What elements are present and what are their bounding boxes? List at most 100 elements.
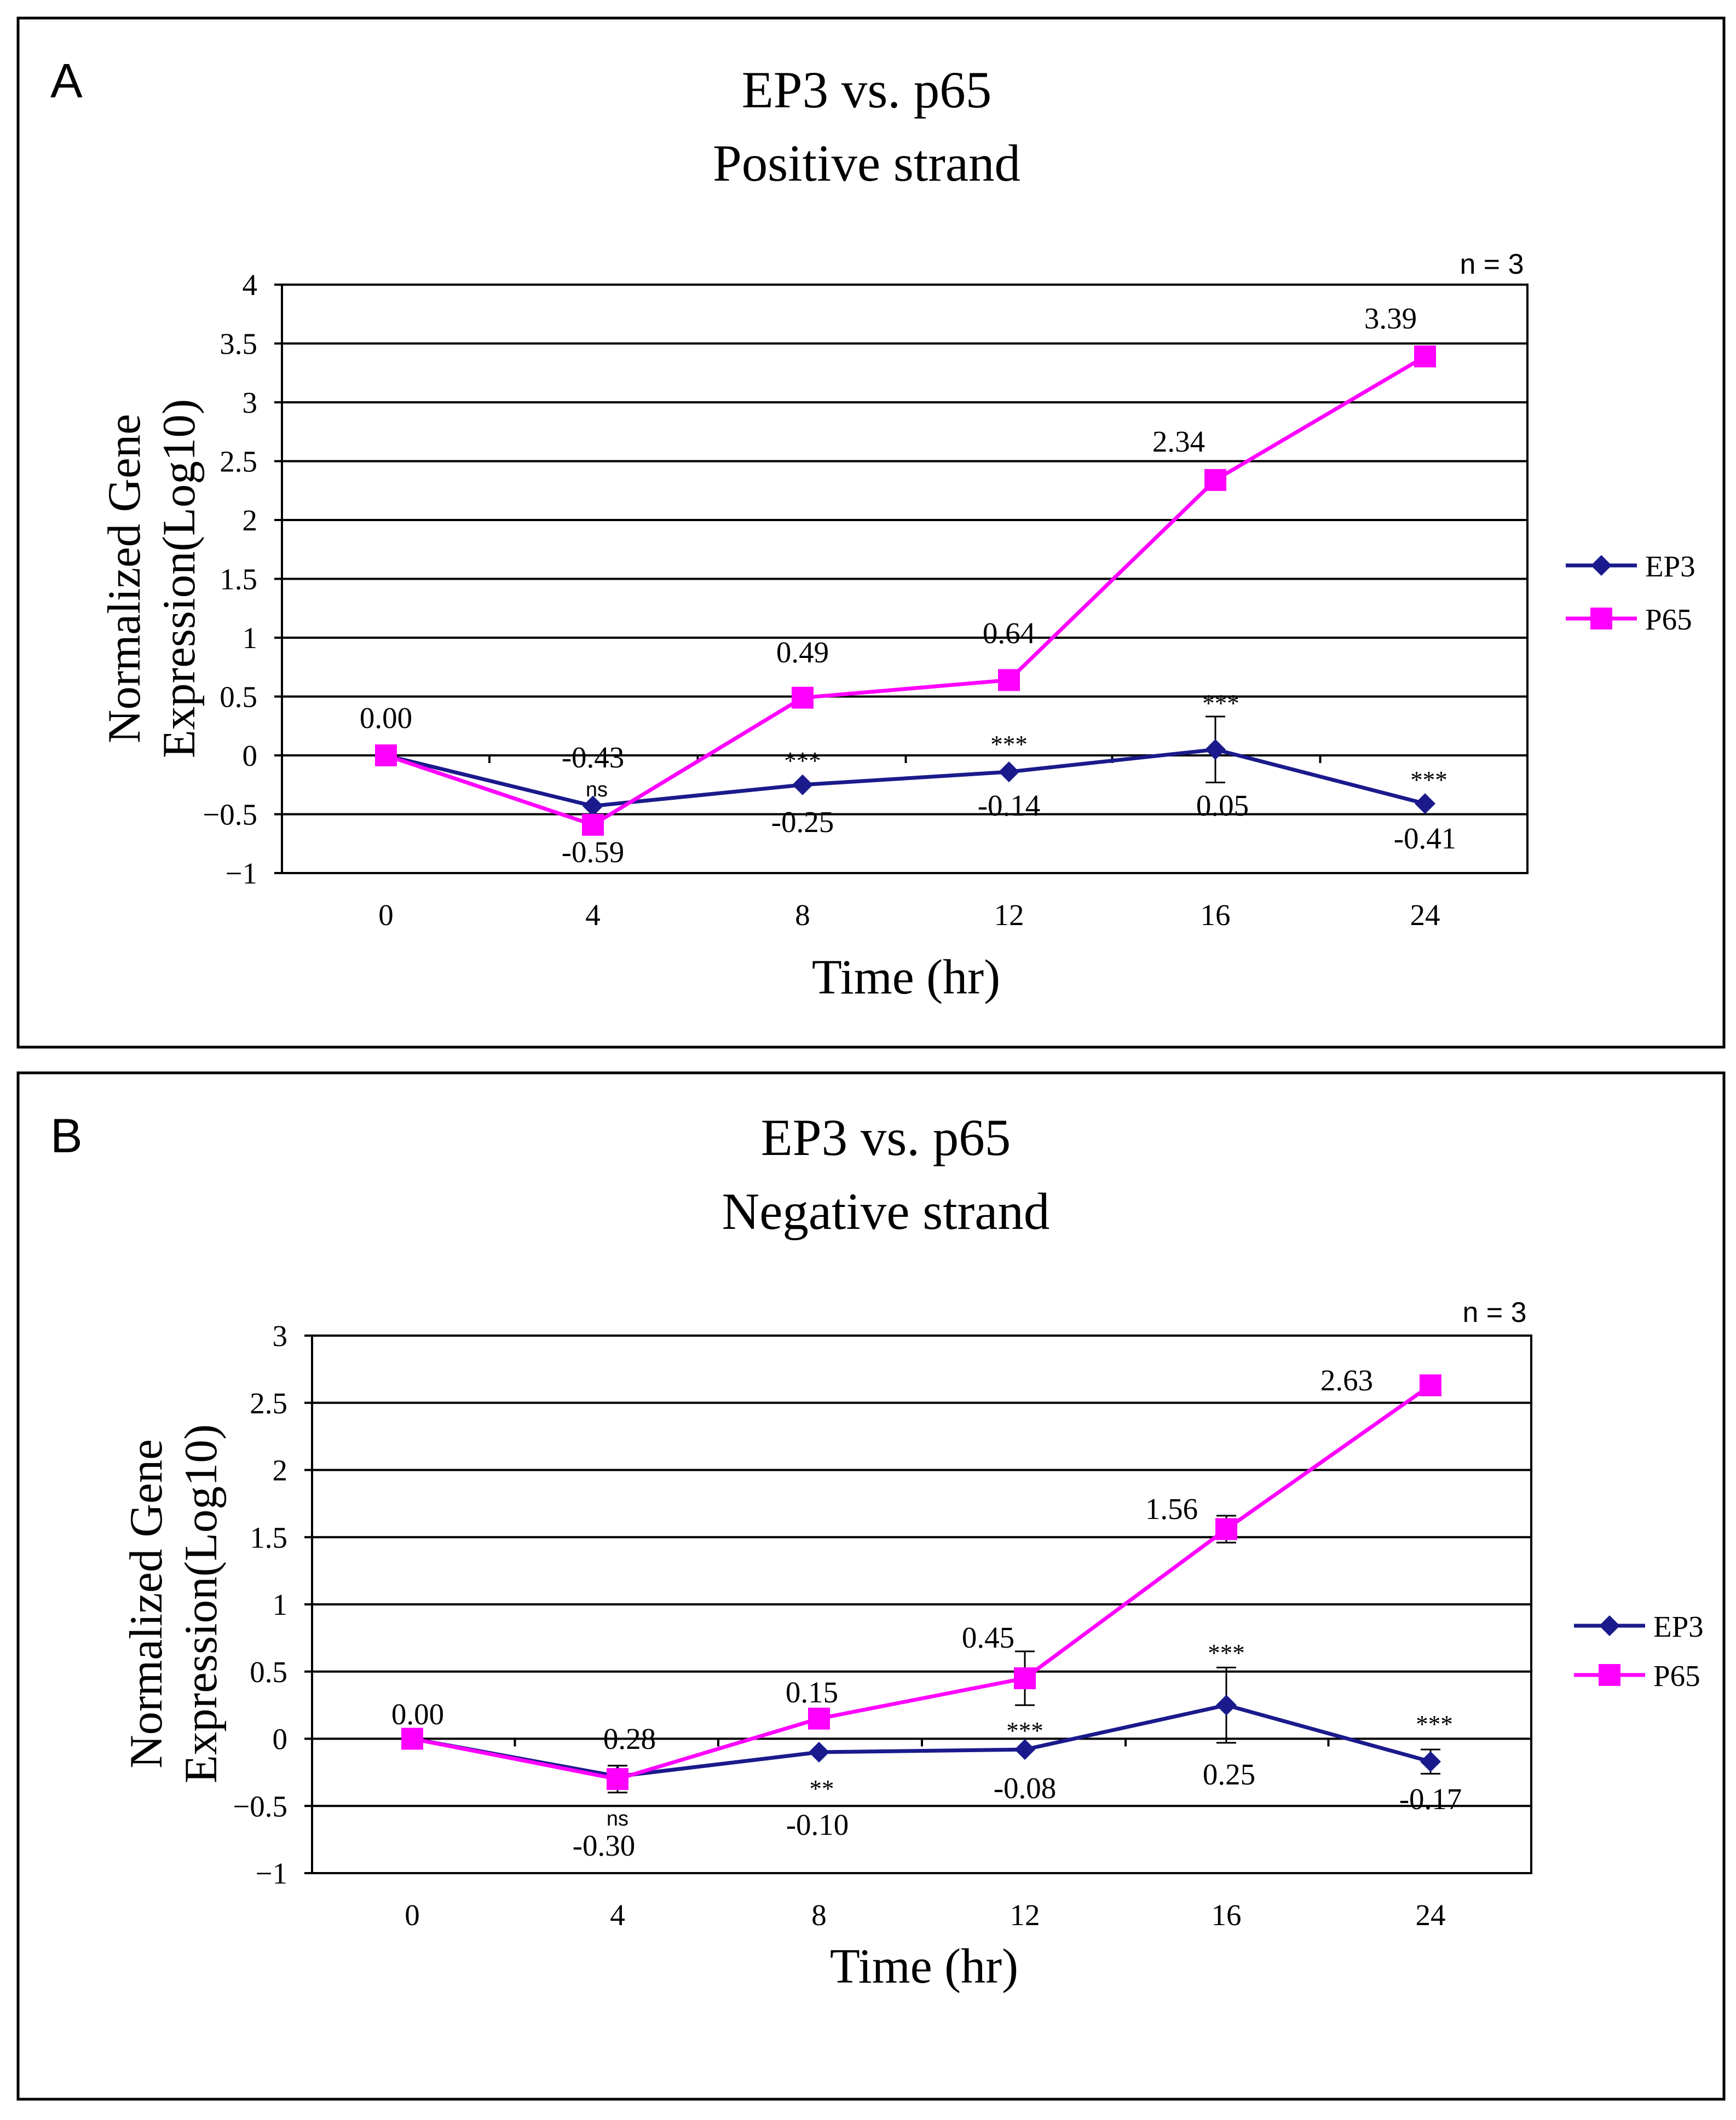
p65-marker	[375, 744, 397, 766]
x-tick-label: 0	[378, 898, 394, 932]
p65-marker	[792, 686, 814, 709]
p65-value-label: -0.30	[573, 1829, 636, 1862]
legend-ep3-label: EP3	[1645, 550, 1695, 583]
y-tick-label: 1.5	[220, 563, 257, 596]
plot-frame	[281, 284, 1529, 874]
x-tick-label: 8	[795, 898, 810, 932]
p65-marker	[1204, 469, 1226, 491]
y-axis-title: Normalized GeneExpression(Log10)	[99, 399, 205, 758]
legend-p65-marker	[1590, 608, 1612, 629]
x-tick-label: 16	[1212, 1898, 1242, 1932]
y-tick-label: −0.5	[233, 1789, 287, 1823]
p65-marker	[1414, 345, 1436, 368]
y-axis-title-line: Normalized Gene	[99, 414, 150, 743]
ep3-value-label: -0.14	[978, 789, 1041, 822]
p65-value-label: 0.64	[983, 616, 1035, 650]
ep3-value-label: 0.25	[1203, 1758, 1255, 1791]
significance-label: ***	[1410, 766, 1447, 794]
panel-b-label: B	[50, 1108, 83, 1163]
ep3-marker	[582, 795, 603, 817]
y-tick-label: −0.5	[203, 798, 257, 831]
y-tick-label: 3	[243, 386, 258, 419]
significance-label: ***	[1208, 1639, 1245, 1667]
sample-size-note: n = 3	[1462, 1297, 1526, 1328]
x-tick-label: 8	[811, 1898, 827, 1932]
significance-label: ***	[990, 731, 1028, 758]
y-tick-label: 0	[273, 1723, 288, 1756]
significance-label: **	[810, 1775, 834, 1803]
significance-label: ns	[586, 778, 608, 801]
ep3-marker	[792, 774, 813, 795]
y-tick-label: 0.5	[220, 680, 257, 714]
p65-marker	[1420, 1374, 1441, 1396]
x-tick-label: 4	[585, 898, 601, 932]
p65-value-label: 0.49	[776, 636, 829, 669]
p65-value-label: 3.39	[1364, 302, 1417, 335]
ep3-value-label: -0.10	[786, 1808, 849, 1841]
x-axis-title: Time (hr)	[830, 1939, 1018, 1994]
ep3-value-label: -0.08	[994, 1771, 1057, 1805]
x-tick-label: 24	[1410, 898, 1440, 932]
y-tick-label: −1	[255, 1857, 287, 1890]
p65-marker	[1014, 1667, 1036, 1690]
p65-marker	[808, 1707, 830, 1730]
significance-label: ***	[1006, 1717, 1043, 1744]
y-tick-label: 2	[273, 1454, 288, 1487]
ep3-marker	[1216, 1695, 1237, 1716]
p65-value-label: 0.15	[786, 1676, 838, 1709]
ep3-marker	[1415, 793, 1435, 815]
y-tick-label: 1	[273, 1588, 288, 1621]
y-tick-label: −1	[225, 857, 257, 890]
chart-a: EP3 vs. p65 Positive strand −1 −0.5 0 0.5 1 1.5…	[99, 61, 1695, 1004]
legend-ep3-label: EP3	[1653, 1610, 1704, 1643]
ep3-line	[385, 747, 1426, 808]
significance-label: ***	[1416, 1711, 1453, 1738]
significance-label: ***	[784, 747, 821, 775]
significance-label: ***	[1202, 690, 1239, 717]
y-tick-label: 2.5	[220, 445, 257, 478]
x-tick-label: 12	[1010, 1898, 1040, 1932]
x-tick-label: 4	[610, 1898, 625, 1932]
y-axis-title-line: Expression(Log10)	[153, 399, 205, 758]
chart-title: EP3 vs. p65	[761, 1108, 1011, 1166]
legend-p65-label: P65	[1653, 1659, 1700, 1692]
p65-value-label: 0.45	[962, 1621, 1014, 1654]
y-axis-title-line: Expression(Log10)	[175, 1424, 227, 1783]
p65-marker	[1215, 1518, 1237, 1540]
ep3-marker	[999, 761, 1019, 783]
x-tick-label: 24	[1416, 1898, 1446, 1932]
ep3-marker	[1014, 1739, 1035, 1760]
ep3-value-label: -0.41	[1394, 822, 1457, 855]
ep3-marker	[1420, 1751, 1441, 1772]
x-axis-title: Time (hr)	[812, 950, 1000, 1004]
p65-value-label: 0.00	[391, 1697, 444, 1731]
p65-value-label: 2.63	[1320, 1364, 1373, 1397]
ep3-value-label: -0.17	[1399, 1782, 1462, 1816]
panel-b-frame	[16, 1071, 1726, 2101]
p65-marker	[401, 1728, 423, 1750]
p65-line	[385, 355, 1426, 827]
y-tick-label: 2.5	[250, 1387, 287, 1420]
ep3-value-label: 0.28	[603, 1722, 656, 1755]
panel-a-frame	[16, 16, 1726, 1049]
p65-value-label: 1.56	[1145, 1492, 1198, 1526]
p65-value-label: -0.59	[562, 835, 625, 869]
legend-ep3-marker	[1599, 1615, 1620, 1636]
y-tick-label: 0.5	[250, 1655, 287, 1689]
chart-subtitle: Positive strand	[713, 134, 1020, 192]
x-tick-label: 12	[994, 898, 1024, 932]
significance-label: ns	[607, 1807, 628, 1830]
chart-subtitle: Negative strand	[722, 1182, 1050, 1240]
y-tick-label: 1	[243, 621, 258, 655]
p65-marker	[607, 1768, 628, 1790]
p65-value-label: 2.34	[1152, 425, 1205, 458]
plot-frame	[311, 1335, 1532, 1874]
x-tick-label: 0	[405, 1898, 420, 1932]
chart-b: EP3 vs. p65 Negative strand −1 −0.5 0 0.5 1 1.5…	[120, 1108, 1704, 1994]
y-tick-label: 2	[243, 504, 258, 537]
y-tick-label: 1.5	[250, 1521, 287, 1554]
ep3-marker	[1205, 739, 1226, 760]
legend-ep3-marker	[1591, 555, 1612, 576]
